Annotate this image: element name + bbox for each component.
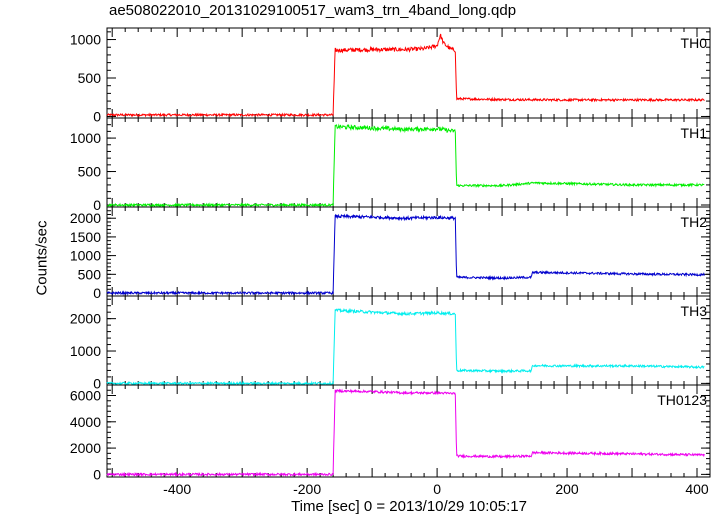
series-line-th0: [106, 33, 705, 118]
x-tick-label: -200: [293, 481, 321, 497]
y-tick-label: 1000: [70, 248, 101, 264]
panel-th3: 0 1000 2000 TH3: [70, 295, 711, 391]
panel-label: TH0: [681, 35, 708, 51]
panel-th1: 0 500 1000 TH1: [70, 117, 711, 213]
y-tick-label: 0: [93, 466, 101, 482]
y-tick-label: 0: [93, 197, 101, 213]
x-tick-label: 200: [555, 481, 579, 497]
y-tick-label: 500: [78, 70, 102, 86]
panel-frame: [106, 206, 711, 297]
panel-label: TH1: [681, 125, 708, 141]
y-tick-label: 4000: [70, 414, 101, 430]
x-tick-label: -400: [163, 481, 191, 497]
series-line-th1: [107, 123, 705, 208]
y-tick-label: 1000: [70, 32, 101, 48]
y-tick-label: 0: [93, 285, 101, 301]
panel-frame: [106, 384, 711, 478]
y-tick-label: 2000: [70, 311, 101, 327]
x-tick-label: 400: [685, 481, 709, 497]
chart-title: ae508022010_20131029100517_wam3_trn_4ban…: [109, 2, 517, 19]
panel-label: TH0123: [657, 392, 707, 408]
series-line-th2: [106, 213, 705, 296]
y-tick-label: 500: [78, 266, 102, 282]
y-tick-label: 0: [93, 375, 101, 391]
panel-th0: 0 500 1000 TH0: [70, 27, 711, 124]
y-tick-label: 2000: [70, 210, 101, 226]
panel-frame: [106, 295, 711, 386]
y-tick-label: 1000: [70, 343, 101, 359]
y-tick-label: 1500: [70, 229, 101, 245]
y-tick-label: 2000: [70, 440, 101, 456]
y-tick-label: 500: [78, 164, 102, 180]
y-tick-label: 0: [93, 108, 101, 124]
series-line-th3: [106, 307, 705, 387]
x-tick-label: 0: [433, 481, 441, 497]
panel-frame: [106, 27, 711, 119]
panel-th2: 0 500 1000 1500 2000 TH2: [70, 206, 711, 301]
panel-th0123: 0 2000 4000 6000 TH0123: [70, 384, 711, 482]
panel-label: TH2: [681, 214, 708, 230]
x-axis-label: Time [sec] 0 = 2013/10/29 10:05:17: [291, 498, 527, 515]
series-line-th0123: [106, 388, 705, 478]
y-tick-label: 6000: [70, 388, 101, 404]
panel-frame: [106, 117, 711, 208]
panel-label: TH3: [681, 303, 708, 319]
y-tick-label: 1000: [70, 130, 101, 146]
